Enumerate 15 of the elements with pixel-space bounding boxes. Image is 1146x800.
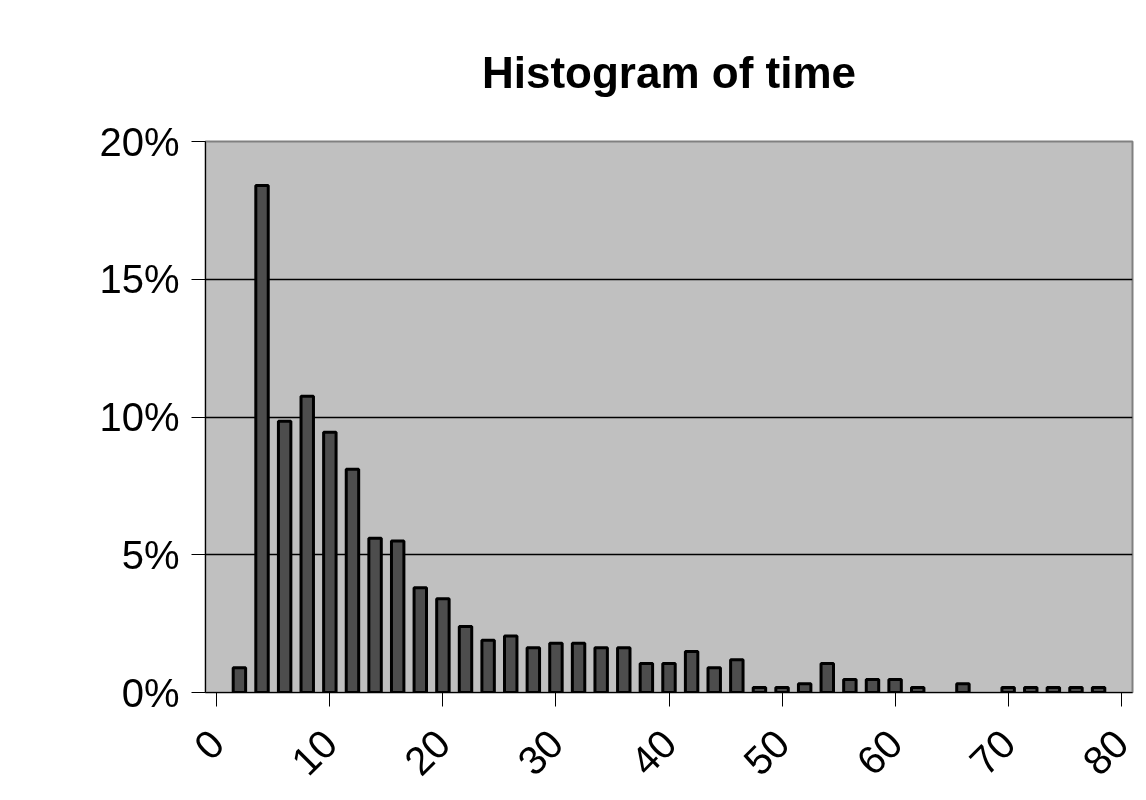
- x-tick-label: 70: [961, 720, 1024, 784]
- x-tick-label: 50: [735, 720, 798, 784]
- x-tick-label: 0: [185, 720, 233, 768]
- y-tick-label: 0%: [121, 670, 180, 715]
- x-tick-label: 40: [621, 720, 685, 784]
- x-tick-label: 10: [282, 720, 346, 784]
- y-tick-label: 15%: [99, 257, 180, 302]
- y-tick-label: 10%: [99, 395, 180, 439]
- x-tick-label: 80: [1074, 720, 1137, 784]
- x-tick-label: 60: [848, 720, 911, 784]
- chart-title: Histogram of time: [481, 47, 857, 97]
- y-tick-label: 20%: [99, 119, 180, 164]
- x-tick-label: 20: [395, 720, 459, 784]
- x-tick-label: 30: [508, 720, 572, 784]
- y-tick-label: 5%: [121, 532, 180, 577]
